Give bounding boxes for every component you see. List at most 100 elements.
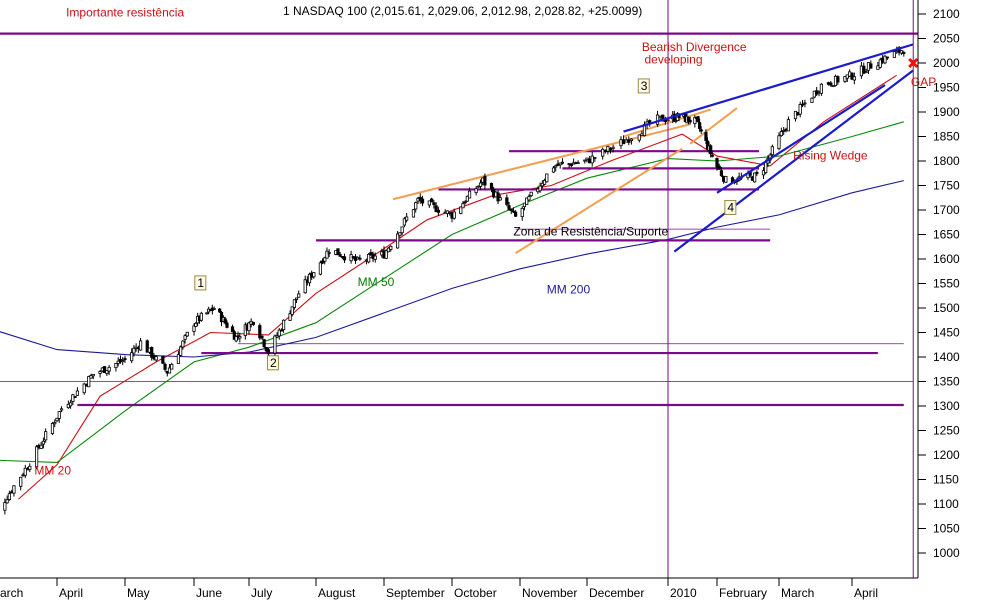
wave-labels: 2 3 4 1 (194, 78, 737, 371)
candle-body (266, 349, 271, 355)
candle-body (312, 272, 316, 278)
candle-body (878, 59, 882, 68)
candle-body (19, 476, 23, 487)
candle-body (194, 322, 198, 327)
annotation-label: MM 200 (547, 282, 591, 296)
candle-body (583, 159, 587, 162)
candle-body (303, 279, 307, 294)
candle-body (770, 146, 774, 156)
x-tick-label: August (318, 586, 356, 600)
wave-label: 3 (641, 79, 648, 93)
candle-body (294, 297, 299, 300)
x-tick-label: April (854, 586, 878, 600)
candle-body (885, 56, 889, 59)
candle-body (281, 319, 286, 331)
candle-body (170, 363, 174, 370)
candle-body (89, 375, 93, 379)
candle-body (463, 201, 467, 204)
candle-body (551, 167, 556, 173)
annotation-label: developing (644, 52, 702, 66)
candle-body (41, 440, 46, 445)
candle-body (585, 157, 589, 161)
candle-body (103, 366, 107, 374)
candle-body (474, 188, 478, 194)
candle-body (803, 102, 807, 105)
candle-body (836, 76, 840, 83)
candle-body (603, 149, 607, 152)
candle-body (323, 257, 327, 262)
candle-body (232, 331, 236, 340)
candle-body (336, 248, 340, 256)
candle-body (753, 172, 757, 183)
candle-body (223, 318, 227, 324)
y-tick-label: 2000 (933, 56, 960, 70)
candle-body (395, 233, 400, 249)
candle-body (611, 146, 615, 149)
candle-body (59, 408, 64, 411)
y-tick-label: 1400 (933, 350, 960, 364)
candle-body (292, 299, 296, 308)
candle-body (511, 210, 516, 213)
candle-body (496, 192, 500, 202)
annotation-label: MM 50 (358, 275, 395, 289)
candle-body (199, 312, 203, 321)
candle-body (279, 329, 284, 332)
wave-label: 2 (270, 356, 277, 370)
wave-label: 1 (197, 276, 204, 290)
candle-body (899, 50, 904, 54)
candle-body (55, 417, 59, 422)
moving-averages (0, 74, 904, 500)
candle-body (91, 373, 95, 377)
candle-body (655, 114, 660, 125)
candle-body (205, 312, 209, 315)
y-axis-ticks: 1000 1050 1100 1150 1200 1250 1300 1350 1400 1450… (918, 7, 960, 560)
candle-body (277, 329, 281, 337)
candle-body (23, 467, 27, 476)
candle-body (121, 360, 125, 362)
candle-body (507, 205, 511, 210)
candle-body (520, 207, 524, 218)
x-tick-label: July (251, 586, 272, 600)
candle-body (640, 133, 644, 137)
candle-body (862, 65, 866, 74)
candle-body (798, 103, 802, 115)
candle-body (779, 131, 783, 137)
candle-body (869, 63, 873, 69)
annotation-label: GAP (911, 75, 936, 89)
candle-body (624, 139, 628, 143)
candle-body (161, 355, 165, 364)
candle-body (69, 402, 73, 407)
candle-body (509, 208, 513, 212)
candle-body (843, 76, 847, 82)
candle-body (411, 209, 416, 218)
candle-body (483, 175, 487, 186)
annotation-label: Rising Wedge (793, 149, 868, 163)
candle-body (154, 356, 158, 361)
candle-body (782, 130, 786, 132)
candle-body (525, 197, 529, 205)
candle-body (724, 176, 728, 183)
candle-body (704, 132, 708, 141)
y-tick-label: 1700 (933, 203, 960, 217)
candle-body (105, 370, 109, 374)
y-tick-label: 1800 (933, 154, 960, 168)
candle-body (883, 55, 887, 64)
candle-body (527, 196, 531, 201)
candle-body (288, 313, 292, 321)
y-tick-label: 1650 (933, 228, 960, 242)
candle-body (819, 83, 823, 94)
candle-body (588, 158, 592, 164)
channel-line (515, 147, 683, 254)
candle-body (696, 116, 700, 123)
candle-body (621, 139, 626, 145)
candle-body (717, 165, 721, 170)
candle-body (590, 155, 594, 164)
candle-body (432, 202, 436, 205)
candle-body (829, 82, 833, 86)
candle-body (50, 422, 55, 434)
candle-body (902, 52, 906, 54)
thin-level-lines (0, 228, 914, 382)
y-tick-label: 1350 (933, 375, 960, 389)
wave-label-box (637, 78, 650, 94)
candle-body (429, 198, 434, 203)
